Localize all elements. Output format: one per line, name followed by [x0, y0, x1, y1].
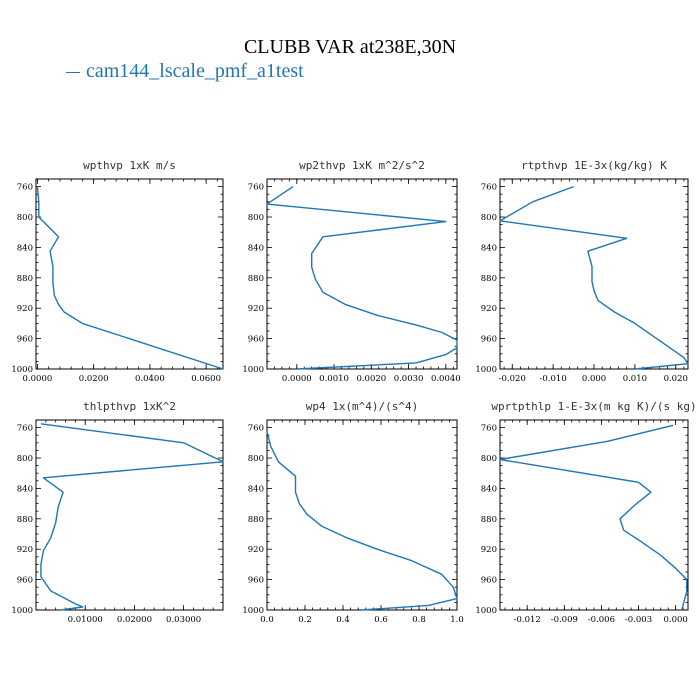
x-tick-label: 0.0020	[356, 374, 386, 384]
y-tick-label: 760	[248, 183, 264, 193]
x-tick-label: 0.0000	[23, 374, 53, 384]
profile-line	[266, 431, 458, 611]
y-tick-label: 800	[17, 454, 33, 464]
subplot-title: wprtpthlp 1-E-3x(m kg K)/(s kg)	[491, 400, 696, 413]
plot-frame	[499, 419, 689, 611]
y-tick-label: 880	[248, 274, 264, 284]
y-tick-label: 960	[17, 576, 33, 586]
x-tick-label: 0.0	[260, 615, 274, 625]
x-tick-label: -0.006	[588, 615, 615, 625]
y-tick-label: 880	[481, 515, 497, 525]
plot-frame	[266, 419, 458, 611]
x-tick-label: -0.003	[625, 615, 652, 625]
y-tick-label: 960	[481, 335, 497, 345]
profile-line	[40, 423, 224, 611]
x-tick-label: 0.01000	[68, 615, 103, 625]
x-tick-label: 0.03000	[166, 615, 201, 625]
legend: cam144_lscale_pmf_a1test	[66, 60, 304, 83]
x-tick-label: 0.4	[336, 615, 350, 625]
y-tick-label: 880	[481, 274, 497, 284]
y-tick-label: 920	[248, 304, 264, 314]
profile-line	[266, 186, 458, 370]
y-tick-label: 840	[481, 243, 497, 253]
y-tick-label: 1000	[242, 606, 264, 616]
y-tick-label: 760	[248, 424, 264, 434]
x-tick-label: -0.010	[540, 374, 567, 384]
subplot-title: wp2thvp 1xK m^2/s^2	[299, 159, 425, 172]
y-tick-label: 1000	[475, 606, 497, 616]
x-tick-label: -0.020	[499, 374, 526, 384]
y-tick-label: 840	[248, 484, 264, 494]
y-tick-label: 960	[248, 576, 264, 586]
x-tick-label: 0.0600	[191, 374, 221, 384]
y-tick-label: 840	[481, 484, 497, 494]
x-tick-label: 0.0000	[282, 374, 312, 384]
x-tick-label: -0.012	[514, 615, 541, 625]
x-tick-label: 0.000	[663, 615, 687, 625]
x-tick-label: 0.8	[412, 615, 426, 625]
y-tick-label: 800	[248, 454, 264, 464]
x-tick-label: 0.0040	[431, 374, 461, 384]
y-tick-label: 760	[481, 183, 497, 193]
y-tick-label: 840	[17, 243, 33, 253]
subplot-4: thlpthvp 1xK^2 760 800 840 880 920 960 1000 0.01…	[11, 400, 224, 625]
y-tick-label: 840	[248, 243, 264, 253]
plot-frame	[35, 178, 224, 370]
subplot-3: rtpthvp 1E-3x(kg/kg) K 760 800 840 880 920 960…	[475, 159, 689, 384]
y-tick-label: 1000	[475, 365, 497, 375]
y-tick-label: 880	[248, 515, 264, 525]
y-tick-label: 760	[17, 183, 33, 193]
legend-label: cam144_lscale_pmf_a1test	[86, 60, 304, 82]
y-tick-label: 960	[481, 576, 497, 586]
profile-line	[499, 424, 688, 611]
y-tick-label: 800	[248, 213, 264, 223]
y-tick-label: 800	[481, 213, 497, 223]
x-tick-label: 0.0400	[135, 374, 165, 384]
y-tick-label: 880	[17, 515, 33, 525]
subplot-1: wpthvp 1xK m/s 760 800 840 880 920 960 10000.00…	[11, 159, 224, 384]
x-tick-label: 0.000	[582, 374, 606, 384]
x-tick-label: 0.6	[374, 615, 388, 625]
y-tick-label: 920	[481, 304, 497, 314]
plot-frame	[266, 178, 458, 370]
y-tick-label: 1000	[242, 365, 264, 375]
y-tick-label: 800	[481, 454, 497, 464]
y-tick-label: 920	[481, 545, 497, 555]
subplot-title: wp4 1x(m^4)/(s^4)	[306, 400, 419, 413]
y-tick-label: 920	[248, 545, 264, 555]
x-tick-label: 1.0	[450, 615, 464, 625]
subplot-title: thlpthvp 1xK^2	[83, 400, 176, 413]
y-tick-label: 840	[17, 484, 33, 494]
profile-line	[36, 186, 224, 370]
y-tick-label: 1000	[11, 365, 33, 375]
y-tick-label: 760	[481, 424, 497, 434]
subplot-5: wp4 1x(m^4)/(s^4)76080084088092096010000…	[242, 400, 463, 625]
y-tick-label: 880	[17, 274, 33, 284]
x-tick-label: 0.0010	[319, 374, 349, 384]
x-tick-label: 0.2	[298, 615, 312, 625]
figure-title: CLUBB VAR at238E,30N	[243, 36, 457, 58]
x-tick-label: -0.009	[551, 615, 578, 625]
y-tick-label: 1000	[11, 606, 33, 616]
subplot-title: rtpthvp 1E-3x(kg/kg) K	[521, 159, 667, 172]
subplot-title: wpthvp 1xK m/s	[83, 159, 176, 172]
x-tick-label: 0.0030	[394, 374, 424, 384]
profile-line	[499, 185, 689, 370]
y-tick-label: 920	[17, 304, 33, 314]
x-tick-label: 0.0200	[79, 374, 109, 384]
subplot-6: wprtpthlp 1-E-3x(m kg K)/(s kg) 760 800 840…	[475, 400, 696, 625]
subplot-2: wp2thvp 1xK m^2/s^2 760 800 840 880 920 960 100…	[242, 159, 460, 384]
y-tick-label: 760	[17, 424, 33, 434]
y-tick-label: 960	[17, 335, 33, 345]
x-tick-label: 0.02000	[117, 615, 152, 625]
x-tick-label: 0.010	[623, 374, 647, 384]
y-tick-label: 920	[17, 545, 33, 555]
y-tick-label: 960	[248, 335, 264, 345]
x-tick-label: 0.020	[664, 374, 688, 384]
plot-frame	[35, 419, 224, 611]
y-tick-label: 800	[17, 213, 33, 223]
legend-line-swatch	[66, 71, 80, 74]
